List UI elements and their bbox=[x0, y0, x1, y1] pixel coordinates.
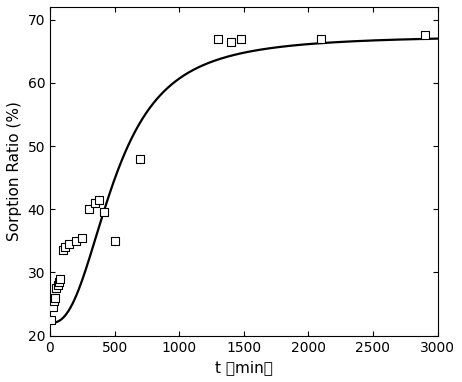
Point bbox=[95, 197, 103, 203]
Y-axis label: Sorption Ratio (%): Sorption Ratio (%) bbox=[7, 101, 22, 241]
X-axis label: t （min）: t （min） bbox=[215, 360, 273, 375]
Point bbox=[214, 36, 222, 42]
Point bbox=[317, 36, 325, 42]
Point bbox=[111, 238, 118, 244]
Point bbox=[53, 285, 60, 291]
Point bbox=[55, 279, 63, 285]
Point bbox=[66, 241, 73, 247]
Point bbox=[59, 247, 67, 253]
Point bbox=[49, 304, 56, 310]
Point bbox=[85, 206, 92, 212]
Point bbox=[137, 155, 144, 162]
Point bbox=[421, 32, 428, 39]
Point bbox=[54, 282, 61, 288]
Point bbox=[237, 36, 245, 42]
Point bbox=[51, 295, 59, 301]
Point bbox=[101, 209, 108, 215]
Point bbox=[91, 200, 99, 206]
Point bbox=[72, 238, 79, 244]
Point bbox=[48, 317, 55, 323]
Point bbox=[50, 298, 58, 304]
Point bbox=[227, 39, 235, 45]
Point bbox=[57, 276, 64, 282]
Point bbox=[62, 244, 69, 250]
Point bbox=[79, 235, 86, 241]
